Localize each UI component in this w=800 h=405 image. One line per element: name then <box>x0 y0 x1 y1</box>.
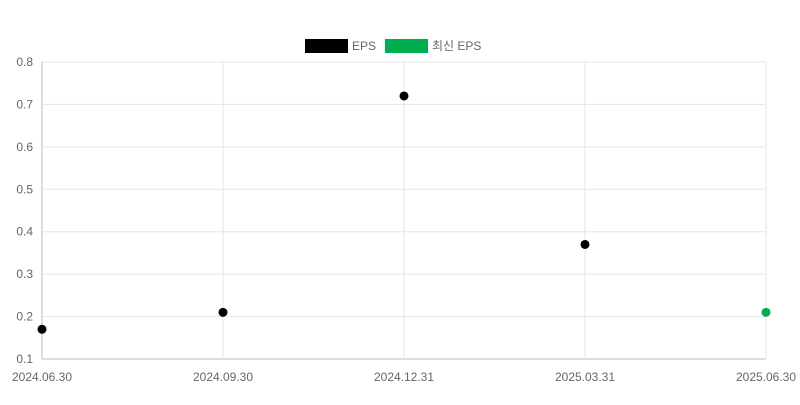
data-point-latest-eps <box>761 307 771 317</box>
legend-label-eps: EPS <box>352 39 376 53</box>
legend-swatch-latest-eps <box>385 39 428 53</box>
y-tick-label: 0.4 <box>16 225 33 239</box>
legend: EPS 최신 EPS <box>305 39 481 53</box>
data-points <box>37 91 771 334</box>
y-tick-label: 0.3 <box>16 267 33 281</box>
y-tick-label: 0.8 <box>16 55 33 69</box>
x-tick-label: 2024.12.31 <box>374 370 434 384</box>
y-axis: 0.8 0.7 0.6 0.5 0.4 0.3 0.2 0.1 <box>16 55 33 366</box>
y-tick-label: 0.6 <box>16 140 33 154</box>
data-point-eps <box>580 239 590 249</box>
x-tick-label: 2025.03.31 <box>555 370 615 384</box>
data-point-eps <box>37 324 47 334</box>
y-tick-label: 0.2 <box>16 310 33 324</box>
data-point-eps <box>399 91 409 101</box>
x-tick-label: 2025.06.30 <box>736 370 796 384</box>
x-axis: 2024.06.30 2024.09.30 2024.12.31 2025.03.31… <box>12 370 796 384</box>
legend-item-latest-eps[interactable]: 최신 EPS <box>385 39 481 53</box>
x-tick-label: 2024.06.30 <box>12 370 72 384</box>
x-tick-label: 2024.09.30 <box>193 370 253 384</box>
y-tick-label: 0.7 <box>16 97 33 111</box>
data-point-eps <box>218 307 228 317</box>
legend-item-eps[interactable]: EPS <box>305 39 376 53</box>
grid <box>41 61 767 360</box>
y-tick-label: 0.5 <box>16 182 33 196</box>
y-tick-label: 0.1 <box>16 352 33 366</box>
legend-label-latest-eps: 최신 EPS <box>432 39 481 53</box>
legend-swatch-eps <box>305 39 348 53</box>
